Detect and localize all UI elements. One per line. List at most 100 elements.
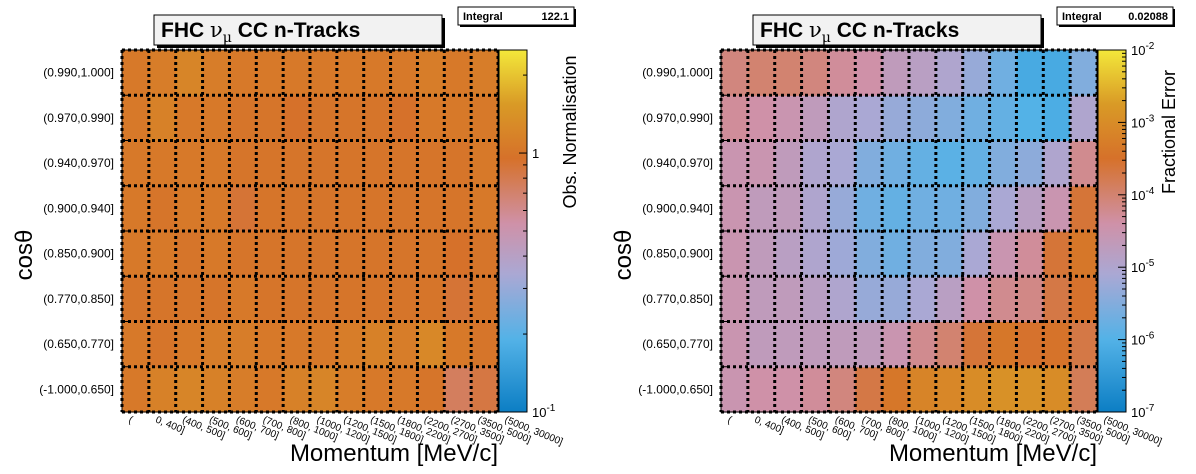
heatmap-cell (801, 231, 830, 277)
y-tick-label: (0.990,1.000] (642, 66, 713, 80)
heatmap-cell (444, 321, 472, 368)
heatmap-cell (935, 50, 964, 96)
heatmap-cell (122, 140, 150, 187)
z-axis-title: Obs. Normalisation (560, 55, 580, 208)
heatmap-cell (229, 185, 257, 232)
heatmap-cell (202, 140, 231, 187)
heatmap-cell (935, 321, 964, 368)
heatmap-cell (935, 140, 964, 187)
heatmap-cell (721, 366, 749, 413)
heatmap-cell (148, 231, 177, 277)
heatmap-cell (310, 140, 338, 187)
heatmap-cell (202, 276, 231, 323)
heatmap-cell (471, 321, 499, 368)
heatmap-cell (855, 95, 883, 142)
heatmap-cell (855, 185, 883, 232)
heatmap-cell (935, 95, 964, 142)
heatmap-cell (801, 185, 830, 232)
stats-box (1056, 6, 1174, 26)
heatmap-cell (1016, 321, 1044, 368)
heatmap-cell (444, 231, 472, 277)
heatmap-cell (283, 140, 311, 187)
heatmap-cell (363, 140, 392, 187)
heatmap-cell (122, 276, 150, 323)
heatmap-cell (390, 276, 419, 323)
heatmap-cell (1016, 185, 1044, 232)
heatmap-cell (747, 50, 776, 96)
heatmap-cell (855, 50, 883, 96)
heatmap-cell (390, 366, 419, 413)
heatmap-cell (801, 50, 830, 96)
heatmap-cell (1043, 231, 1071, 277)
heatmap-cell (363, 231, 392, 277)
heatmap-cell (363, 185, 392, 232)
heatmap-cell (390, 140, 419, 187)
color-scale-tick-label: 10-4 (1131, 186, 1155, 203)
heatmap-cell (148, 321, 177, 368)
heatmap-cell (747, 276, 776, 323)
heatmap-cell (444, 140, 472, 187)
stats-value: 122.1 (541, 11, 569, 23)
heatmap-cell (962, 276, 991, 323)
heatmap-cell (175, 50, 204, 96)
heatmap-cell (1070, 366, 1098, 413)
heatmap-cell (390, 50, 419, 96)
heatmap-cell (989, 50, 1018, 96)
heatmap-cell (417, 231, 445, 277)
heatmap-cell (283, 366, 311, 413)
heatmap-cell (882, 50, 910, 96)
heatmap-cell (390, 185, 419, 232)
heatmap-cell (801, 95, 830, 142)
color-scale-tick-label: 10-7 (1131, 403, 1155, 420)
heatmap-cell (774, 231, 803, 277)
y-tick-label: (0.650,0.770] (642, 337, 713, 351)
heatmap-cell (202, 185, 231, 232)
y-tick-label: (0.850,0.900] (43, 247, 114, 261)
heatmap-cell (122, 50, 150, 96)
heatmap-cell (828, 231, 856, 277)
heatmap-cell (855, 276, 883, 323)
heatmap-cell (828, 140, 856, 187)
heatmap-cell (363, 95, 392, 142)
heatmap-cell (229, 140, 257, 187)
y-tick-label: (0.900,0.940] (642, 201, 713, 215)
heatmap-cell (283, 95, 311, 142)
heatmap-cell (175, 366, 204, 413)
heatmap-cell (471, 95, 499, 142)
heatmap-cell (721, 95, 749, 142)
heatmap-cell (774, 366, 803, 413)
heatmap-cell (882, 185, 910, 232)
heatmap-cell (148, 95, 177, 142)
heatmap-cell (855, 321, 883, 368)
heatmap-cell (283, 231, 311, 277)
heatmap-cell (909, 50, 937, 96)
heatmap-cell (747, 321, 776, 368)
heatmap-cell (444, 366, 472, 413)
heatmap-cell (962, 140, 991, 187)
heatmap-cell (417, 321, 445, 368)
color-scale-tick-label: 10-3 (1131, 113, 1155, 130)
heatmap-cell (721, 321, 749, 368)
heatmap-cell (935, 185, 964, 232)
color-scale-bar (498, 49, 528, 413)
heatmap-cell (882, 321, 910, 368)
heatmap-cell (310, 95, 338, 142)
heatmap-cell (363, 50, 392, 96)
heatmap-cell (175, 95, 204, 142)
heatmap-cell (828, 321, 856, 368)
heatmap-cell (336, 366, 365, 413)
heatmap-cell (444, 50, 472, 96)
heatmap-cell (882, 366, 910, 413)
heatmap-cell (229, 276, 257, 323)
heatmap-cell (1043, 321, 1071, 368)
heatmap-cell (363, 276, 392, 323)
heatmap-cell (444, 276, 472, 323)
heatmap-cell (882, 140, 910, 187)
heatmap-cell (989, 321, 1018, 368)
heatmap-cell (721, 276, 749, 323)
heatmap-cell (1016, 231, 1044, 277)
heatmap-cell (310, 50, 338, 96)
heatmap-cell (336, 321, 365, 368)
y-tick-label: (0.770,0.850] (642, 292, 713, 306)
heatmap-cell (148, 366, 177, 413)
